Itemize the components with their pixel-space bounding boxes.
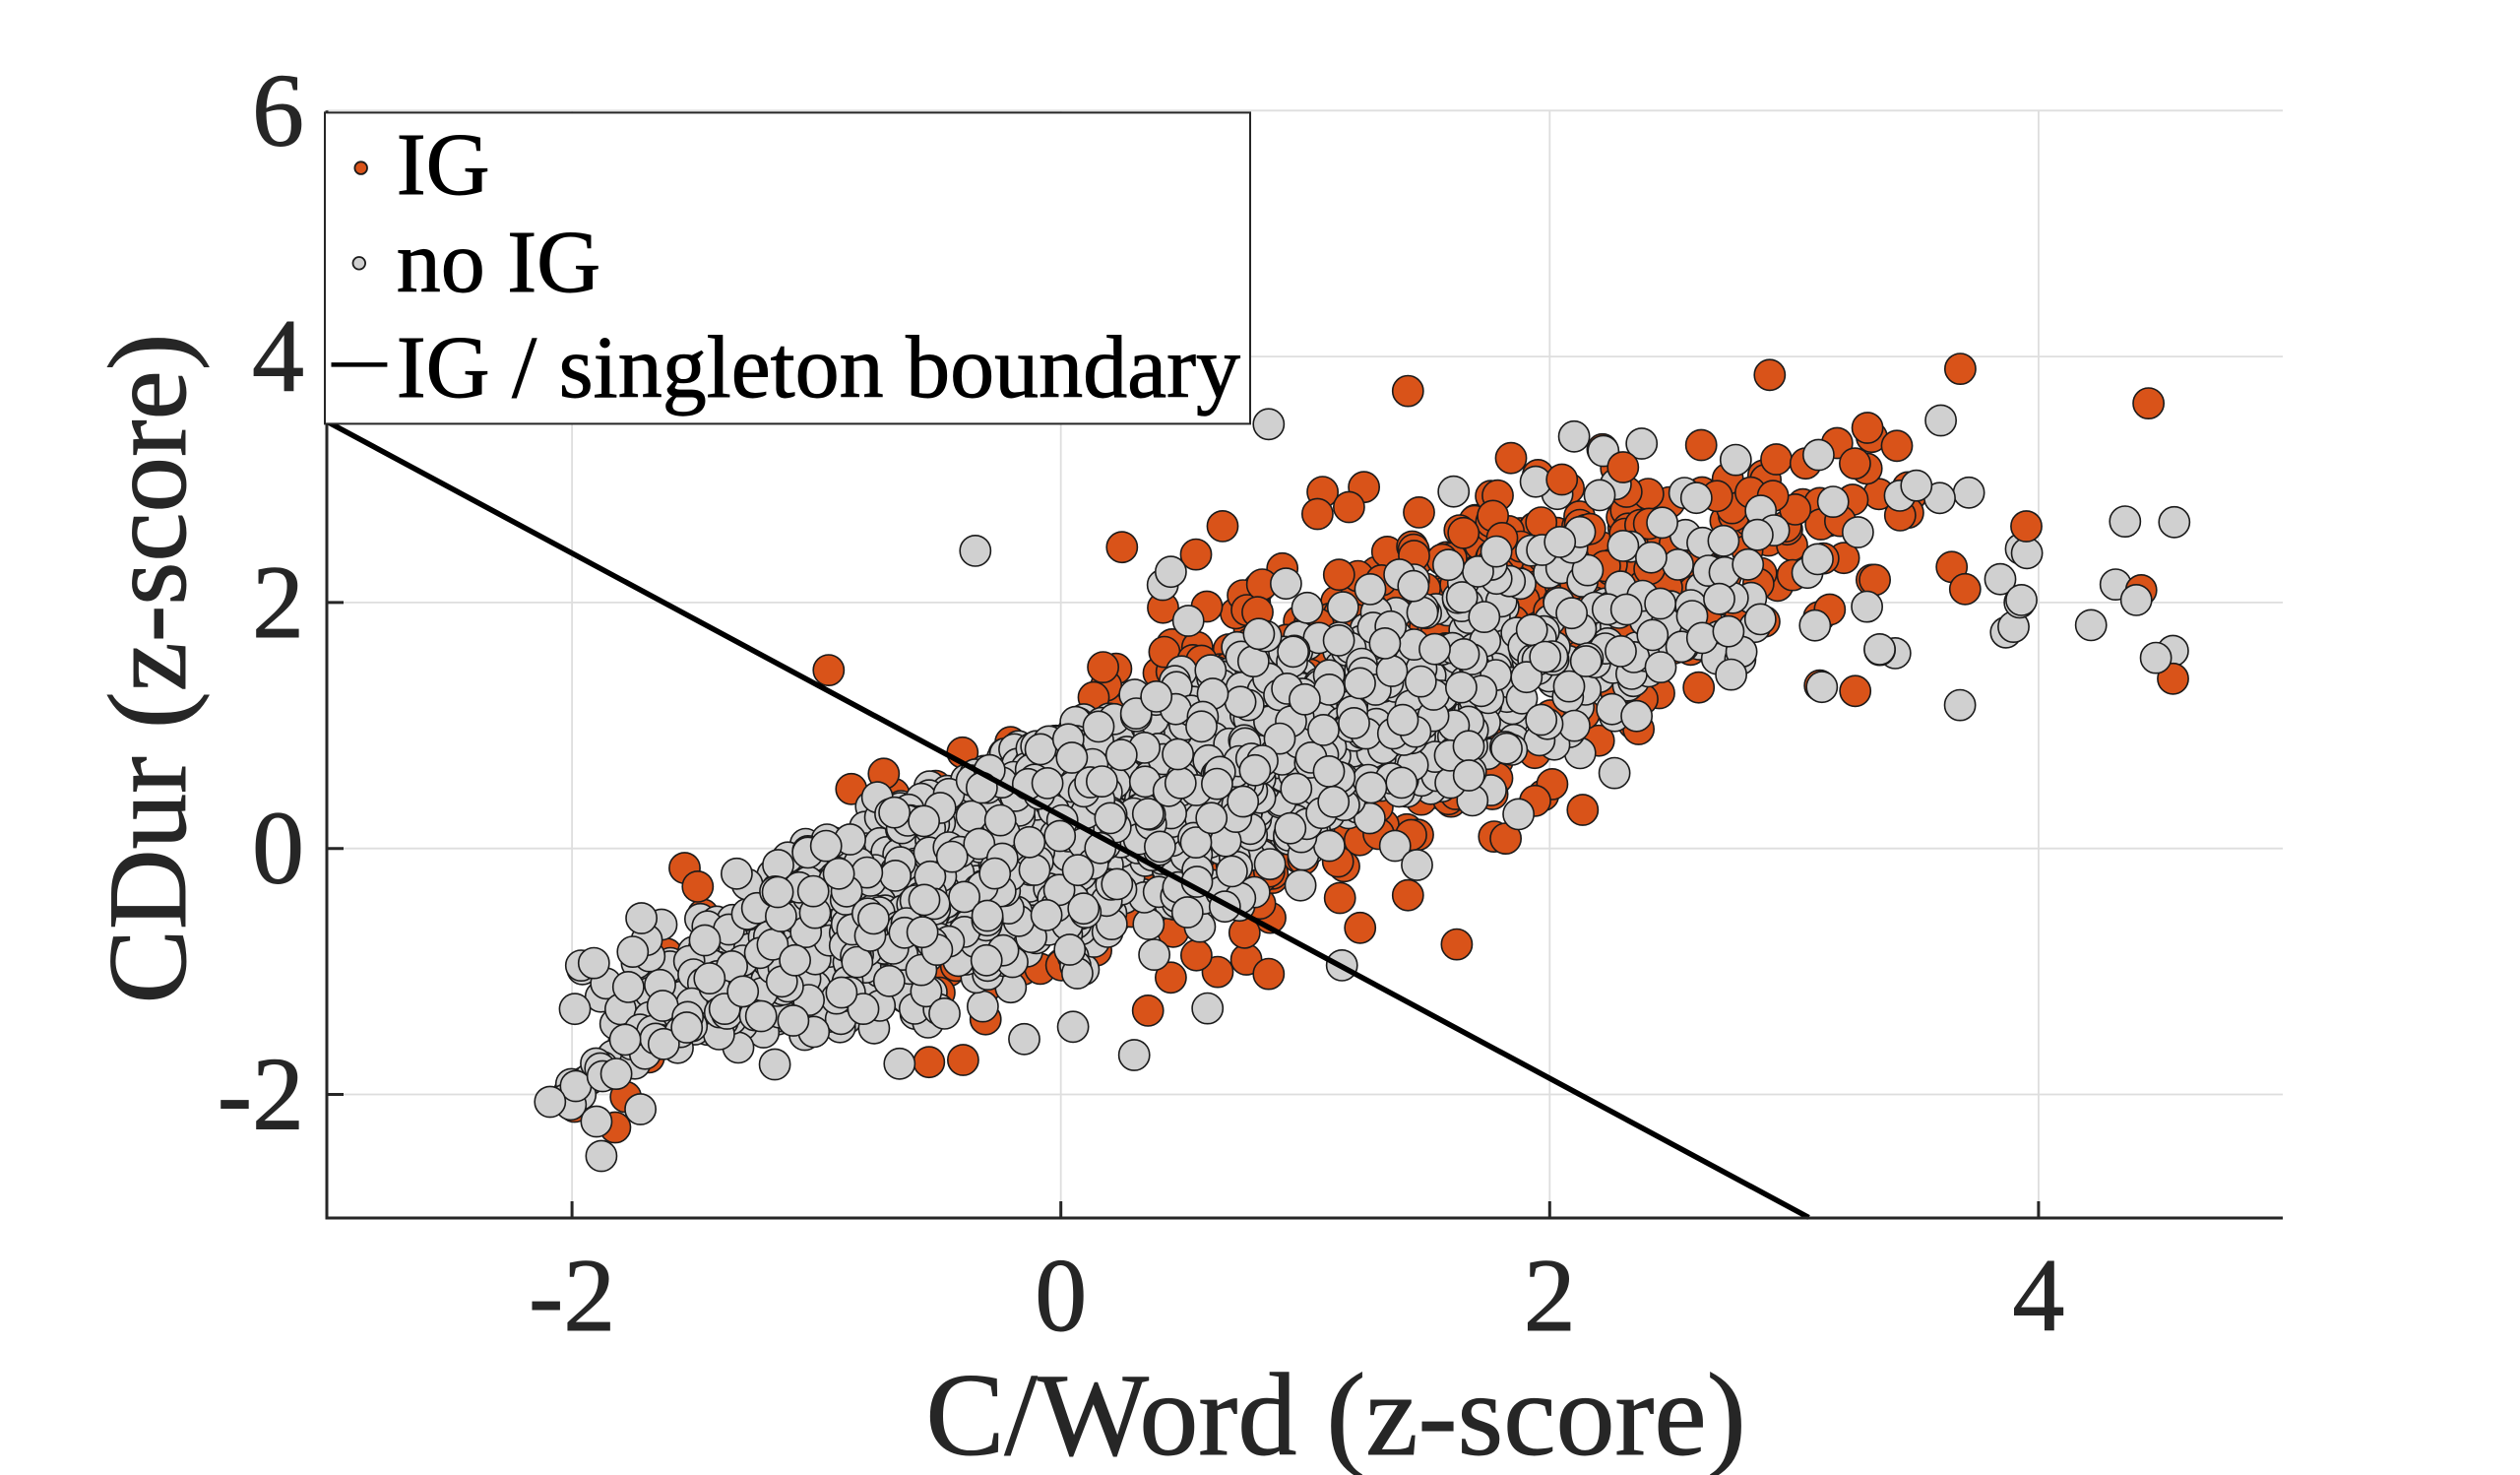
svg-text:2: 2	[1524, 1238, 1576, 1353]
svg-text:4: 4	[2012, 1238, 2064, 1353]
svg-text:0: 0	[252, 791, 304, 906]
svg-text:6: 6	[252, 52, 304, 167]
svg-text:CDur (z-score): CDur (z-score)	[87, 334, 210, 1004]
svg-text:C/Word (z-score): C/Word (z-score)	[925, 1349, 1745, 1475]
svg-text:IG / singleton boundary: IG / singleton boundary	[397, 319, 1240, 417]
svg-text:0: 0	[1035, 1238, 1087, 1353]
svg-text:4: 4	[252, 298, 304, 414]
svg-text:-2: -2	[218, 1037, 304, 1152]
svg-text:-2: -2	[529, 1238, 615, 1353]
svg-text:2: 2	[252, 545, 304, 660]
svg-text:IG: IG	[397, 116, 490, 214]
svg-text:no IG: no IG	[397, 214, 600, 311]
